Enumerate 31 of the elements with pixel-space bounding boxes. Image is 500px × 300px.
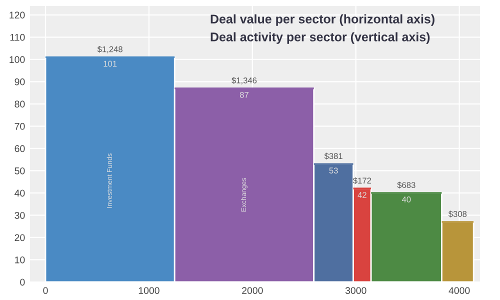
y-tick-label: 70	[14, 122, 25, 130]
text: Deal value per sector (horizontal axis)	[210, 14, 434, 26]
y-tick-label: 60	[14, 145, 25, 152]
annotation: $683	[397, 182, 416, 188]
data-label: 87	[240, 92, 248, 98]
data-label: 101	[104, 60, 117, 67]
text: Deal activity per sector (vertical axis)	[210, 32, 430, 44]
y-tick-label: 30	[14, 212, 25, 219]
x-tick-label: 3000	[345, 287, 366, 294]
y-tick-label: 20	[14, 234, 25, 242]
y-tick-label: 80	[14, 100, 25, 108]
data-label: 53	[329, 168, 338, 174]
data-label: 42	[358, 192, 366, 198]
data-label: 40	[402, 196, 411, 202]
x-tick-label: 4000	[448, 287, 470, 294]
annotation: $1,248	[97, 46, 122, 54]
annotation: $172	[352, 177, 372, 184]
annotation: $381	[324, 152, 342, 160]
x-tick-label: 1000	[138, 287, 160, 294]
x-tick-label: 0	[43, 287, 48, 294]
y-tick-label: 110	[10, 34, 25, 41]
y-tick-label: 50	[14, 167, 25, 174]
y-tick-label: 0	[20, 278, 25, 286]
y-tick-label: 10	[15, 256, 25, 264]
annotation: $1,346	[232, 77, 257, 84]
annotation: $308	[448, 210, 467, 218]
y-tick-label: 100	[10, 56, 25, 64]
y-tick-label: 40	[14, 190, 25, 197]
x-tick-label: 2000	[242, 287, 263, 294]
y-tick-label: 120	[10, 12, 25, 19]
y-tick-label: 90	[14, 78, 25, 86]
